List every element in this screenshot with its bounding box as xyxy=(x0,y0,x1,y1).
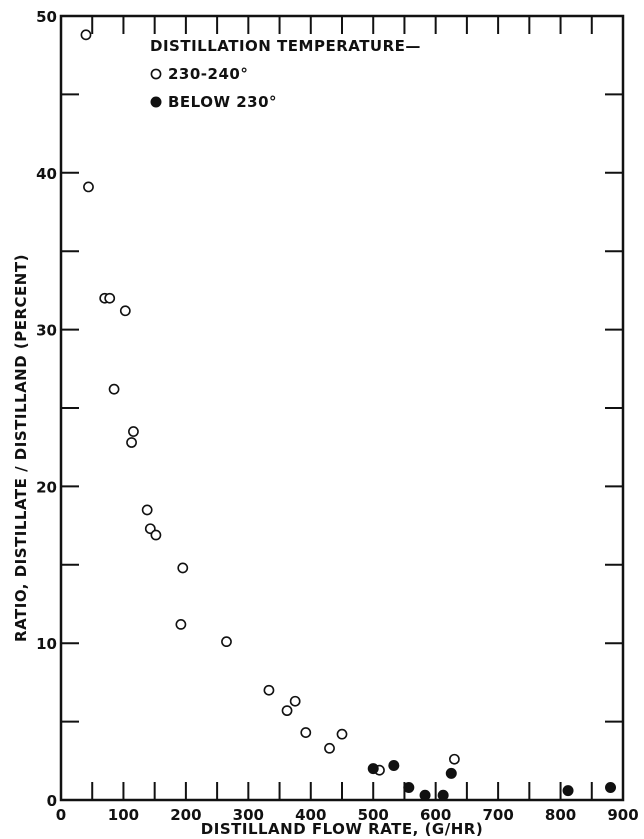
y-tick-label: 0 xyxy=(47,792,57,810)
data-point-open xyxy=(177,562,189,574)
data-point-open xyxy=(83,181,94,193)
y-tick-label: 20 xyxy=(36,478,57,496)
legend-marker-filled-circle xyxy=(150,96,162,108)
plot-frame xyxy=(59,14,625,802)
x-tick-label: 200 xyxy=(170,806,201,824)
legend-label-below-230: BELOW 230° xyxy=(168,93,277,111)
data-point-open xyxy=(175,618,187,630)
legend-label-230-240: 230-240° xyxy=(168,65,248,83)
data-point-filled xyxy=(419,789,431,801)
data-point-open xyxy=(300,727,312,738)
data-point-filled xyxy=(367,763,379,775)
data-point-open xyxy=(141,504,153,516)
data-point-open xyxy=(128,426,139,437)
data-point-filled xyxy=(388,760,400,772)
data-point-open xyxy=(150,529,162,541)
x-tick-label: 700 xyxy=(482,806,513,824)
legend-title: DISTILLATION TEMPERATURE— xyxy=(150,37,421,55)
legend: DISTILLATION TEMPERATURE— 230-240° BELOW… xyxy=(150,37,421,111)
y-tick-label: 40 xyxy=(36,165,57,183)
x-tick-label: 400 xyxy=(295,806,326,824)
y-tick-label: 10 xyxy=(36,635,57,653)
data-point-filled xyxy=(403,781,415,793)
data-point-filled xyxy=(605,781,617,793)
data-point-open xyxy=(281,705,293,717)
x-tick-label: 500 xyxy=(358,806,389,824)
x-tick-label: 0 xyxy=(56,806,66,824)
x-axis-title: DISTILLAND FLOW RATE, (G/HR) xyxy=(201,820,483,838)
plot-border xyxy=(59,14,625,802)
x-tick-label: 900 xyxy=(607,806,638,824)
y-axis-title: RATIO, DISTILLATE / DISTILLAND (PERCENT) xyxy=(12,254,30,642)
y-tick-label: 50 xyxy=(36,8,57,26)
data-point-open xyxy=(221,636,232,648)
data-point-open xyxy=(324,742,335,754)
data-point-open xyxy=(126,437,137,448)
tick-labels: 0 100 200 300 400 500 600 700 800 900 0 10 20 30 40 50 xyxy=(36,8,639,824)
x-tick-label: 100 xyxy=(108,806,139,824)
axis-ticks xyxy=(61,16,623,800)
x-tick-label: 600 xyxy=(420,806,451,824)
data-point-open xyxy=(263,684,275,696)
data-point-open xyxy=(336,728,348,740)
data-point-open xyxy=(289,695,301,707)
data-point-open xyxy=(104,292,116,304)
data-point-filled xyxy=(445,767,457,779)
data-point-filled xyxy=(437,789,449,801)
y-tick-label: 30 xyxy=(36,322,57,340)
data-point-filled xyxy=(562,785,574,797)
data-point-open xyxy=(448,753,460,765)
data-point-open xyxy=(108,383,120,395)
data-point-open xyxy=(80,29,92,41)
legend-marker-open-circle xyxy=(150,68,162,80)
data-point-open xyxy=(119,305,131,317)
x-tick-label: 300 xyxy=(233,806,264,824)
data-points xyxy=(80,29,617,801)
x-tick-label: 800 xyxy=(545,806,576,824)
